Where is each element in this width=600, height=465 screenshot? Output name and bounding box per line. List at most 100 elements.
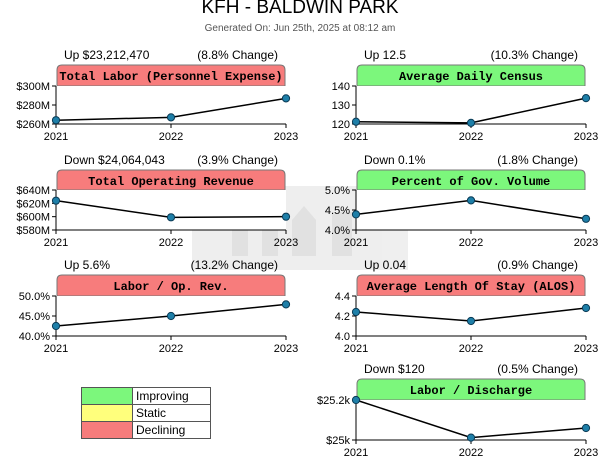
y-tick-label: $620M bbox=[16, 198, 50, 210]
x-tick-label: 2022 bbox=[459, 343, 483, 355]
series-line bbox=[55, 97, 287, 121]
series-line bbox=[355, 97, 587, 124]
change-text: Down 0.1% bbox=[364, 153, 426, 167]
chart-title: Labor / Op. Rev. bbox=[113, 280, 228, 294]
data-point bbox=[51, 321, 61, 331]
percent-change-text: (1.8% Change) bbox=[497, 153, 578, 167]
y-tick-label: $25k bbox=[326, 435, 350, 447]
plot-area bbox=[356, 86, 586, 124]
y-tick-label: $260M bbox=[16, 119, 50, 131]
data-point bbox=[581, 214, 591, 223]
y-tick-label: 130 bbox=[332, 100, 350, 112]
x-tick-label: 2023 bbox=[574, 131, 598, 143]
data-point bbox=[166, 113, 176, 122]
y-tick-label: $600M bbox=[16, 212, 50, 224]
data-point bbox=[166, 213, 176, 222]
data-point bbox=[581, 423, 591, 433]
chart-title-banner bbox=[356, 378, 586, 401]
y-tick-label: 140 bbox=[332, 81, 350, 93]
legend-row-declining: Declining bbox=[81, 421, 211, 439]
data-point bbox=[466, 433, 476, 442]
plot-area bbox=[56, 86, 286, 124]
legend-swatch-improving bbox=[81, 387, 133, 405]
legend-label-static: Static bbox=[132, 404, 211, 422]
chart-title: Average Daily Census bbox=[399, 70, 543, 84]
y-tick-label: $25.2k bbox=[317, 395, 351, 407]
x-tick-label: 2023 bbox=[274, 131, 298, 143]
change-text: Up $23,212,470 bbox=[64, 48, 150, 62]
data-point bbox=[466, 196, 476, 205]
percent-change-text: (0.9% Change) bbox=[497, 258, 578, 272]
change-text: Up 5.6% bbox=[64, 258, 110, 272]
data-point bbox=[581, 303, 591, 313]
data-point bbox=[281, 300, 291, 309]
x-tick-label: 2022 bbox=[459, 237, 483, 249]
chart-title-banner bbox=[56, 274, 286, 297]
chart-title-banner bbox=[356, 274, 586, 297]
legend: Improving Static Declining bbox=[81, 387, 211, 439]
x-tick-label: 2023 bbox=[574, 343, 598, 355]
x-tick-label: 2021 bbox=[44, 237, 68, 249]
chart-title-banner bbox=[56, 64, 286, 87]
legend-swatch-static bbox=[81, 404, 133, 422]
data-point bbox=[466, 118, 476, 127]
data-point bbox=[351, 395, 361, 405]
x-tick-label: 2022 bbox=[459, 131, 483, 143]
series-line bbox=[355, 399, 587, 439]
y-tick-label: 120 bbox=[332, 119, 350, 131]
x-tick-label: 2023 bbox=[574, 237, 598, 249]
data-point bbox=[51, 116, 61, 125]
legend-label-declining: Declining bbox=[132, 421, 211, 439]
plot-area bbox=[56, 296, 286, 336]
report-subtitle: Generated On: Jun 25th, 2025 at 08:12 am bbox=[204, 23, 396, 34]
data-point bbox=[281, 94, 291, 103]
change-text: Up 12.5 bbox=[364, 48, 406, 62]
x-tick-label: 2022 bbox=[159, 237, 183, 249]
chart-title-banner bbox=[356, 64, 586, 87]
x-tick-label: 2021 bbox=[44, 343, 68, 355]
data-point bbox=[351, 117, 361, 126]
x-tick-label: 2021 bbox=[344, 343, 368, 355]
y-tick-label: 40.0% bbox=[19, 331, 50, 343]
y-tick-label: 4.0 bbox=[335, 331, 350, 343]
plot-area bbox=[356, 400, 586, 440]
data-point bbox=[51, 196, 61, 205]
data-point bbox=[166, 311, 176, 321]
change-text: Down $24,064,043 bbox=[64, 153, 165, 167]
percent-change-text: (10.3% Change) bbox=[491, 48, 578, 62]
watermark-logo bbox=[192, 186, 408, 270]
x-tick-label: 2021 bbox=[44, 131, 68, 143]
legend-swatch-declining bbox=[81, 421, 133, 439]
legend-label-improving: Improving bbox=[132, 387, 211, 405]
data-point bbox=[466, 316, 476, 326]
series-line bbox=[355, 307, 587, 322]
chart-title: Total Labor (Personnel Expense) bbox=[59, 70, 282, 84]
x-tick-label: 2022 bbox=[459, 447, 483, 459]
legend-row-improving: Improving bbox=[81, 387, 211, 405]
chart-title: Percent of Gov. Volume bbox=[392, 175, 550, 189]
chart-title: Average Length Of Stay (ALOS) bbox=[367, 280, 576, 294]
percent-change-text: (3.9% Change) bbox=[197, 153, 278, 167]
change-text: Down $120 bbox=[364, 362, 425, 376]
plot-area bbox=[356, 296, 586, 336]
x-tick-label: 2023 bbox=[274, 343, 298, 355]
y-tick-label: $280M bbox=[16, 100, 50, 112]
y-tick-label: $580M bbox=[16, 225, 50, 237]
x-tick-label: 2023 bbox=[574, 447, 598, 459]
y-tick-label: 4.4 bbox=[335, 291, 350, 303]
report-title: KFH - BALDWIN PARK bbox=[201, 0, 399, 18]
legend-row-static: Static bbox=[81, 404, 211, 422]
y-tick-label: $300M bbox=[16, 81, 50, 93]
data-point bbox=[581, 94, 591, 103]
y-tick-label: 45.0% bbox=[19, 311, 50, 323]
percent-change-text: (8.8% Change) bbox=[197, 48, 278, 62]
data-point bbox=[351, 307, 361, 317]
x-tick-label: 2022 bbox=[159, 131, 183, 143]
x-tick-label: 2021 bbox=[344, 447, 368, 459]
x-tick-label: 2021 bbox=[344, 131, 368, 143]
percent-change-text: (0.5% Change) bbox=[497, 362, 578, 376]
y-tick-label: 50.0% bbox=[19, 291, 50, 303]
series-line bbox=[55, 303, 287, 327]
chart-title: Labor / Discharge bbox=[410, 384, 532, 398]
x-tick-label: 2022 bbox=[159, 343, 183, 355]
